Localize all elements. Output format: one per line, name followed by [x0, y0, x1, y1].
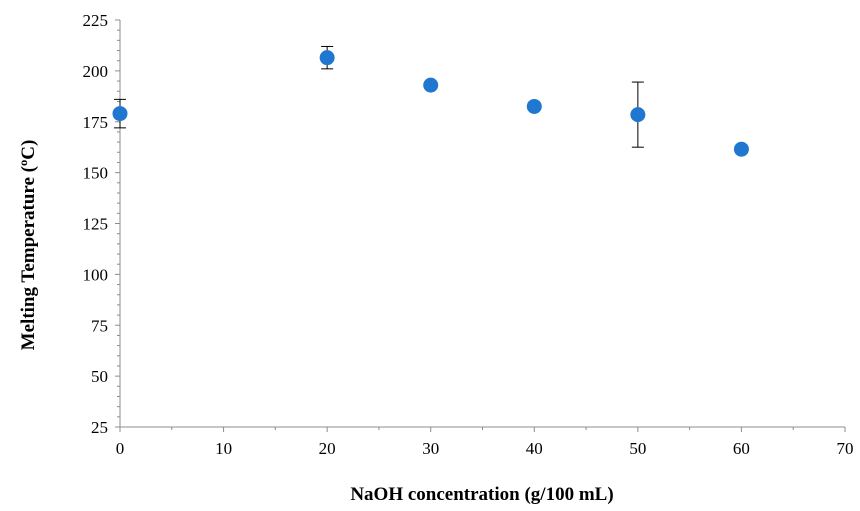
data-points — [112, 50, 749, 157]
data-point — [319, 50, 335, 66]
y-axis-title: Melting Temperature (ºC) — [18, 140, 39, 351]
y-tick-label: 175 — [83, 113, 109, 132]
data-point — [112, 106, 128, 122]
x-tick-label: 30 — [422, 439, 439, 458]
y-tick-label: 25 — [91, 418, 108, 437]
error-bars — [114, 45, 748, 153]
y-axis-ticks: 25 50 75 100 125 150 175 200 225 — [83, 11, 120, 437]
y-tick-label: 225 — [83, 11, 109, 30]
axes — [119, 20, 845, 428]
y-tick-label: 100 — [83, 265, 109, 284]
y-tick-label: 75 — [91, 316, 108, 335]
y-tick-label: 125 — [83, 215, 109, 234]
data-point — [733, 141, 749, 157]
x-axis-title: NaOH concentration (g/100 mL) — [350, 484, 613, 505]
x-tick-label: 70 — [837, 439, 854, 458]
x-tick-label: 20 — [319, 439, 336, 458]
data-point — [526, 98, 542, 114]
y-tick-label: 200 — [83, 62, 109, 81]
data-point — [630, 107, 646, 123]
x-tick-label: 10 — [215, 439, 232, 458]
x-tick-label: 60 — [733, 439, 750, 458]
x-tick-label: 40 — [526, 439, 543, 458]
y-tick-label: 50 — [91, 367, 108, 386]
data-point — [423, 77, 439, 93]
x-tick-label: 50 — [629, 439, 646, 458]
x-axis-ticks: 0 10 20 30 40 50 60 70 — [116, 427, 854, 458]
x-tick-label: 0 — [116, 439, 125, 458]
y-tick-label: 150 — [83, 164, 109, 183]
